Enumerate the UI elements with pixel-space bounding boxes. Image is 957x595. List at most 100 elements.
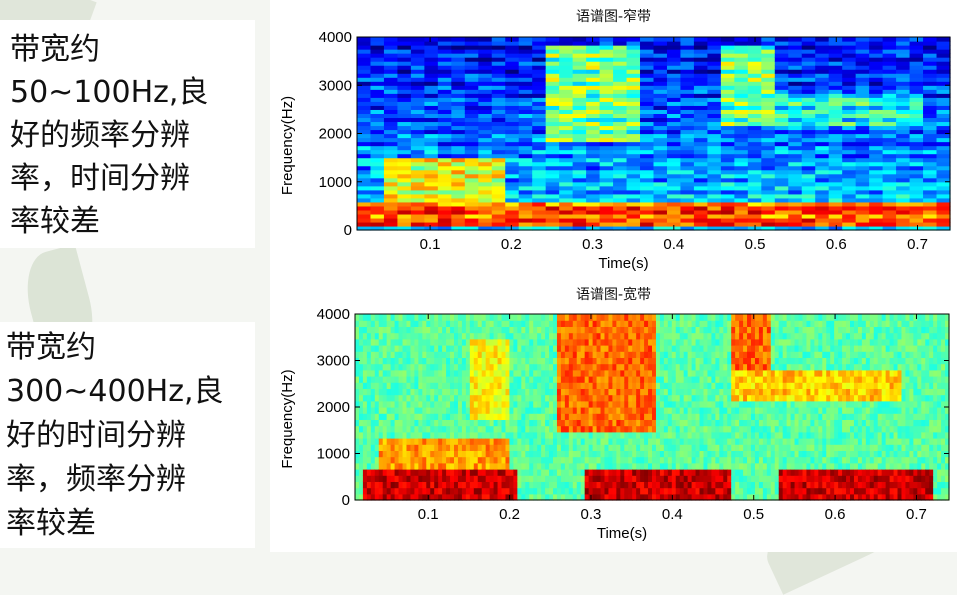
heatmap-cell	[788, 73, 802, 78]
heatmap-cell	[707, 178, 721, 183]
heatmap-cell	[640, 413, 645, 420]
heatmap-cell	[434, 419, 439, 426]
heatmap-cell	[910, 41, 924, 46]
heatmap-cell	[937, 142, 951, 147]
heatmap-cell	[707, 113, 721, 118]
heatmap-cell	[371, 438, 376, 445]
heatmap-cell	[517, 463, 522, 470]
heatmap-cell	[829, 49, 843, 54]
heatmap-cell	[680, 463, 685, 470]
heatmap-cell	[703, 401, 708, 408]
heatmap-cell	[573, 469, 578, 476]
heatmap-cell	[664, 419, 669, 426]
heatmap-cell	[775, 202, 789, 207]
heatmap-cell	[624, 475, 629, 482]
heatmap-cell	[654, 37, 668, 42]
heatmap-cell	[513, 426, 518, 433]
heatmap-cell	[723, 388, 728, 395]
heatmap-cell	[355, 333, 360, 340]
heatmap-cell	[723, 401, 728, 408]
heatmap-cell	[700, 444, 705, 451]
heatmap-cell	[632, 488, 637, 495]
heatmap-cell	[640, 370, 645, 377]
heatmap-cell	[711, 426, 716, 433]
heatmap-cell	[490, 326, 495, 333]
heatmap-cell	[688, 407, 693, 414]
heatmap-cell	[672, 339, 677, 346]
heatmap-cell	[384, 69, 398, 74]
heatmap-cell	[465, 49, 479, 54]
heatmap-cell	[430, 376, 435, 383]
heatmap-cell	[640, 154, 654, 159]
heatmap-cell	[545, 333, 550, 340]
heatmap-cell	[829, 210, 843, 215]
heatmap-cell	[502, 463, 507, 470]
heatmap-cell	[627, 113, 641, 118]
heatmap-cell	[748, 81, 762, 86]
heatmap-cell	[545, 345, 550, 352]
heatmap-cell	[569, 438, 574, 445]
heatmap-cell	[775, 85, 789, 90]
heatmap-cell	[379, 333, 384, 340]
heatmap-cell	[559, 198, 573, 203]
heatmap-cell	[537, 426, 542, 433]
heatmap-cell	[707, 69, 721, 74]
heatmap-cell	[654, 105, 668, 110]
heatmap-cell	[426, 475, 431, 482]
heatmap-cell	[406, 333, 411, 340]
heatmap-cell	[505, 198, 519, 203]
heatmap-cell	[627, 73, 641, 78]
heatmap-cell	[505, 407, 510, 414]
heatmap-cell	[668, 426, 673, 433]
heatmap-cell	[654, 73, 668, 78]
heatmap-cell	[403, 407, 408, 414]
heatmap-cell	[883, 178, 897, 183]
heatmap-cell	[490, 419, 495, 426]
heatmap-cell	[533, 413, 538, 420]
heatmap-cell	[403, 333, 408, 340]
heatmap-cell	[391, 407, 396, 414]
heatmap-cell	[613, 129, 627, 134]
heatmap-cell	[711, 432, 716, 439]
heatmap-cell	[721, 69, 735, 74]
heatmap-cell	[451, 150, 465, 155]
heatmap-cell	[612, 320, 617, 327]
heatmap-cell	[640, 121, 654, 126]
heatmap-cell	[474, 432, 479, 439]
heatmap-cell	[688, 395, 693, 402]
heatmap-cell	[586, 166, 600, 171]
heatmap-cell	[505, 326, 510, 333]
heatmap-cell	[896, 61, 910, 66]
heatmap-cell	[494, 463, 499, 470]
heatmap-cell	[422, 395, 427, 402]
heatmap-cell	[624, 457, 629, 464]
heatmap-cell	[465, 81, 479, 86]
heatmap-cell	[462, 407, 467, 414]
heatmap-cell	[505, 41, 519, 46]
heatmap-cell	[379, 382, 384, 389]
heatmap-cell	[474, 320, 479, 327]
heatmap-cell	[505, 158, 519, 163]
heatmap-cell	[937, 198, 951, 203]
heatmap-cell	[856, 45, 870, 50]
heatmap-cell	[438, 97, 452, 102]
heatmap-cell	[494, 413, 499, 420]
heatmap-cell	[387, 339, 392, 346]
heatmap-cell	[581, 320, 586, 327]
heatmap-cell	[411, 97, 425, 102]
heatmap-cell	[492, 53, 506, 58]
heatmap-cell	[923, 65, 937, 70]
heatmap-cell	[553, 457, 558, 464]
heatmap-cell	[654, 214, 668, 219]
heatmap-cell	[694, 138, 708, 143]
heatmap-cell	[478, 413, 483, 420]
heatmap-cell	[648, 376, 653, 383]
heatmap-cell	[648, 450, 653, 457]
heatmap-cell	[802, 109, 816, 114]
heatmap-cell	[667, 150, 681, 155]
heatmap-cell	[589, 339, 594, 346]
heatmap-cell	[529, 395, 534, 402]
heatmap-cell	[391, 488, 396, 495]
heatmap-cell	[492, 166, 506, 171]
heatmap-cell	[414, 320, 419, 327]
